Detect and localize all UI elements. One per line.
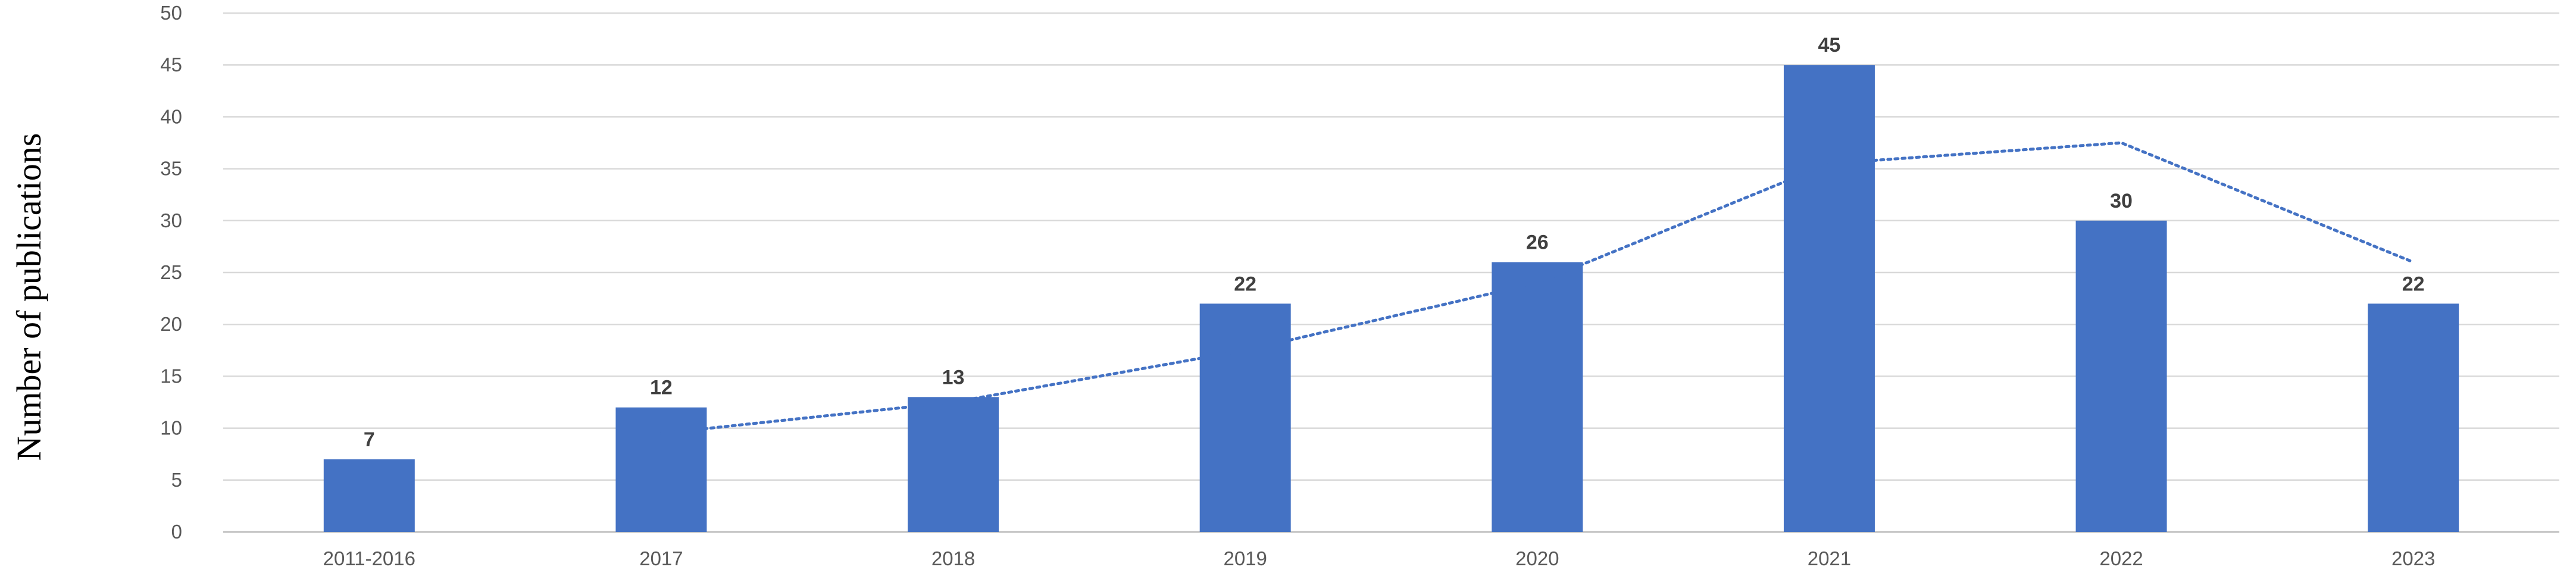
bar <box>323 459 415 532</box>
y-tick-label: 10 <box>160 417 182 439</box>
bar <box>2368 303 2459 532</box>
data-label: 22 <box>2402 273 2425 295</box>
x-tick-label: 2017 <box>639 547 683 569</box>
x-tick-label: 2018 <box>931 547 975 569</box>
data-label: 22 <box>1234 273 1256 295</box>
y-tick-label: 0 <box>171 521 182 543</box>
x-axis-ticks: 2011-2016 2017 2018 2019 2020 2021 2022 2023 <box>323 547 2436 569</box>
bar <box>1783 65 1875 532</box>
y-tick-label: 5 <box>171 469 182 491</box>
bar <box>1199 303 1291 532</box>
y-tick-label: 40 <box>160 105 182 127</box>
y-tick-label: 15 <box>160 365 182 387</box>
bar <box>615 407 707 532</box>
y-tick-label: 30 <box>160 209 182 231</box>
x-tick-label: 2020 <box>1515 547 1559 569</box>
y-axis-title: Number of publications <box>10 133 48 461</box>
data-label: 30 <box>2110 190 2133 212</box>
gridlines <box>223 12 2559 533</box>
x-tick-label: 2021 <box>1808 547 1851 569</box>
y-tick-label: 50 <box>160 2 182 24</box>
bar <box>2075 220 2167 532</box>
y-axis-ticks: 0 5 10 15 20 25 30 35 40 45 50 <box>160 2 182 543</box>
data-label: 13 <box>942 366 965 389</box>
x-tick-label: 2022 <box>2099 547 2143 569</box>
trendline-layer <box>659 141 2415 435</box>
y-tick-label: 35 <box>160 158 182 180</box>
bar <box>908 397 999 532</box>
trendline <box>659 141 2415 435</box>
y-tick-label: 45 <box>160 54 182 76</box>
x-tick-label: 2023 <box>2391 547 2435 569</box>
x-tick-label: 2011-2016 <box>323 547 415 569</box>
data-label: 45 <box>1818 34 1841 57</box>
bar-series <box>323 65 2459 532</box>
data-label: 26 <box>1526 231 1549 254</box>
y-tick-label: 20 <box>160 313 182 335</box>
x-tick-label: 2019 <box>1223 547 1267 569</box>
data-label: 12 <box>650 377 673 399</box>
y-tick-label: 25 <box>160 261 182 283</box>
data-label: 7 <box>364 428 375 451</box>
data-labels: 7 12 13 22 26 45 30 22 <box>364 34 2425 451</box>
bar <box>1492 262 1583 532</box>
